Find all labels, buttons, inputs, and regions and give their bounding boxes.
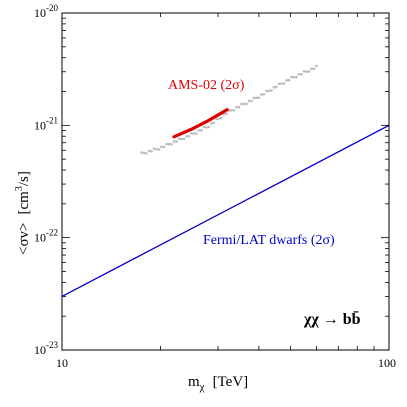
scan-point	[262, 92, 266, 96]
scan-point	[295, 75, 298, 79]
scan-point	[190, 132, 193, 135]
scan-point	[162, 145, 166, 149]
scan-point	[260, 93, 263, 96]
minor-ticks	[62, 13, 389, 350]
scan-point	[250, 99, 253, 103]
y-tick-label: 10-21	[34, 115, 58, 132]
x-axis-title-unit: [TeV]	[213, 374, 249, 390]
scan-point	[255, 96, 258, 100]
scan-point	[180, 137, 183, 141]
scan-point	[282, 82, 286, 85]
y-axis-title-sup: 3	[14, 186, 25, 191]
scan-point	[157, 148, 161, 151]
scan-point	[155, 147, 158, 151]
scan-point	[167, 142, 171, 146]
plot-frame	[61, 12, 390, 351]
scan-point	[302, 70, 306, 73]
y-tick-label: 10-22	[34, 228, 58, 245]
scan-point	[165, 142, 168, 146]
scan-point	[152, 147, 156, 150]
scan-point	[215, 117, 218, 121]
scan-point	[217, 117, 221, 120]
y-axis-title: <σv> [cm3/s]	[14, 171, 32, 255]
scan-point	[247, 99, 251, 103]
scan-point	[285, 79, 288, 82]
scan-point	[197, 129, 201, 132]
ams-label: AMS-02 (2σ)	[168, 78, 245, 93]
scan-point	[315, 64, 318, 68]
fermi-lat-line	[61, 124, 390, 297]
scan-point	[140, 151, 143, 154]
scan-point	[245, 102, 248, 106]
scan-point	[297, 72, 301, 76]
scan-point	[240, 102, 243, 106]
scan-point	[312, 67, 316, 71]
scan-point	[257, 96, 261, 100]
scan-point	[242, 102, 246, 106]
major-ticks	[61, 12, 390, 351]
scan-point	[235, 105, 238, 109]
scan-point	[147, 149, 151, 153]
x-axis-title-main: m	[188, 374, 200, 390]
scan-point	[290, 75, 293, 79]
scan-point	[292, 75, 296, 79]
scan-point	[175, 140, 178, 143]
scan-point	[202, 125, 206, 129]
x-axis-title-sub: χ	[199, 381, 205, 393]
scan-point	[145, 152, 148, 155]
scan-point	[265, 89, 268, 93]
scan-point	[210, 122, 213, 125]
series-layer	[61, 64, 390, 297]
scan-point	[232, 108, 236, 112]
scan-point	[220, 116, 223, 120]
scan-point	[275, 85, 278, 89]
scan-point	[307, 70, 311, 73]
x-tick-label: 10	[56, 356, 68, 370]
y-axis-title-end: /s]	[16, 171, 32, 186]
scan-point	[200, 129, 203, 132]
scan-point	[205, 125, 208, 129]
fermi-label: Fermi/LAT dwarfs (2σ)	[203, 233, 335, 248]
scan-point	[287, 78, 291, 82]
y-axis-title-main: <σv>	[16, 222, 32, 255]
y-tick-label: 10-23	[34, 340, 58, 357]
x-tick-label: 100	[378, 356, 396, 370]
x-axis-title: mχ [TeV]	[188, 374, 248, 393]
y-axis-title-unit: [cm	[16, 191, 32, 215]
scan-point	[267, 89, 271, 93]
ams-02-band	[172, 108, 229, 139]
tick-labels: 10 100 10-23 10-22 10-21 10-20	[34, 3, 396, 370]
scan-point	[237, 105, 241, 109]
scan-point	[142, 151, 146, 155]
scan-point	[280, 82, 283, 85]
scan-point	[310, 67, 313, 70]
scan-point	[187, 135, 191, 138]
scan-point	[192, 132, 196, 135]
scan-point	[277, 82, 281, 86]
y-tick-label: 10-20	[34, 3, 58, 20]
scan-point	[160, 145, 163, 149]
scan-point	[252, 96, 256, 100]
scan-point	[212, 121, 216, 125]
scan-point	[172, 140, 176, 143]
scan-point	[270, 89, 273, 92]
scan-point	[150, 149, 153, 153]
scan-point	[207, 125, 211, 129]
scan-point	[185, 134, 188, 138]
scan-point	[195, 132, 198, 135]
scan-point	[177, 137, 181, 141]
scan-point	[305, 70, 308, 73]
scan-point	[230, 109, 233, 112]
scan-point	[170, 143, 173, 146]
process-label: χχ → bb̄	[303, 309, 361, 328]
scan-point	[182, 137, 186, 141]
scan-point	[225, 112, 228, 115]
scan-point	[272, 85, 276, 89]
scan-point	[300, 73, 303, 76]
